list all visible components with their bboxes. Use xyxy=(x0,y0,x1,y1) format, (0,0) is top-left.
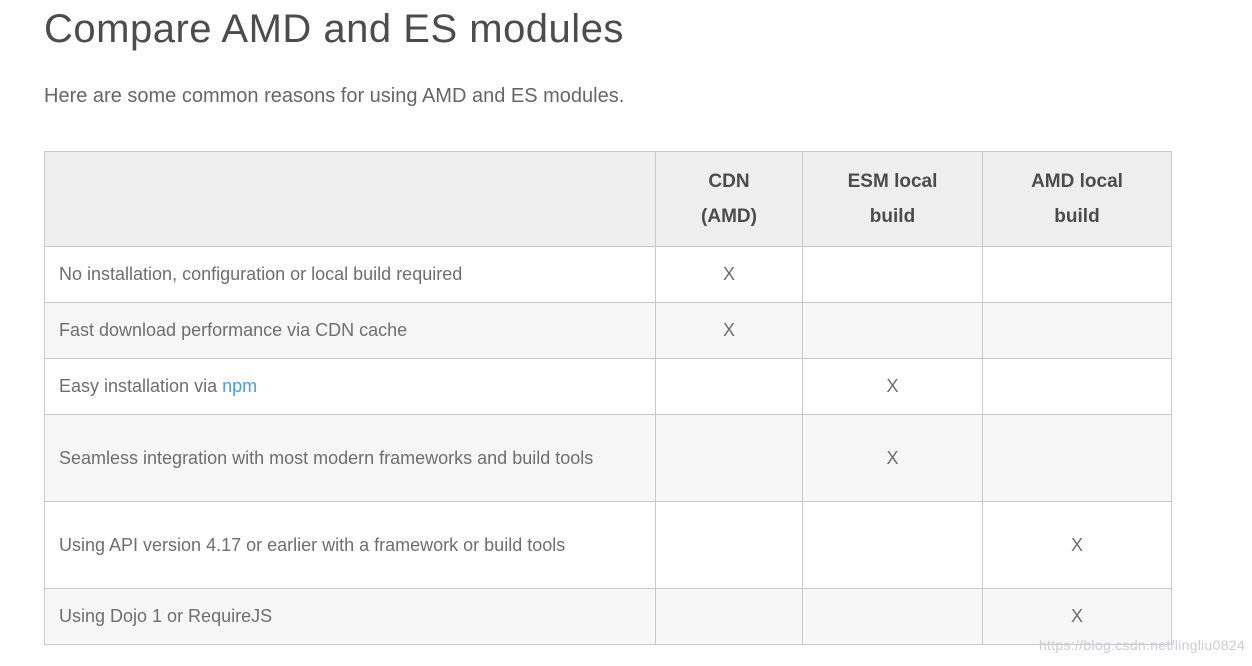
cdn-mark-cell xyxy=(655,501,803,589)
npm-link[interactable]: npm xyxy=(222,376,258,396)
column-header-cdn-amd: CDN (AMD) xyxy=(655,151,803,247)
feature-cell: Fast download performance via CDN cache xyxy=(44,302,656,359)
amd-mark-cell xyxy=(982,358,1172,415)
csdn-watermark: https://blog.csdn.net/lingliu0824 xyxy=(1038,637,1245,653)
feature-cell: Seamless integration with most modern fr… xyxy=(44,414,656,502)
column-header-amd-local-build: AMD local build xyxy=(982,151,1172,247)
feature-text: Easy installation via xyxy=(59,376,223,396)
table-row: Using API version 4.17 or earlier with a… xyxy=(44,501,1172,589)
table-row: Fast download performance via CDN cache … xyxy=(44,302,1172,359)
page-subtitle: Here are some common reasons for using A… xyxy=(44,85,625,107)
cdn-mark-cell: X xyxy=(655,302,803,359)
cdn-mark-cell xyxy=(655,358,803,415)
page-title: Compare AMD and ES modules xyxy=(44,7,624,51)
esm-mark-cell xyxy=(802,501,983,589)
table-row: No installation, configuration or local … xyxy=(44,246,1172,303)
cdn-mark-cell xyxy=(655,414,803,502)
amd-mark-cell xyxy=(982,414,1172,502)
table-body: No installation, configuration or local … xyxy=(44,246,1172,645)
table-row: Seamless integration with most modern fr… xyxy=(44,414,1172,502)
table-header: CDN (AMD) ESM local build AMD local buil… xyxy=(44,151,1172,247)
feature-cell: Using Dojo 1 or RequireJS xyxy=(44,588,656,645)
esm-mark-cell: X xyxy=(802,414,983,502)
column-header-feature xyxy=(44,151,656,247)
cdn-mark-cell: X xyxy=(655,246,803,303)
comparison-table: CDN (AMD) ESM local build AMD local buil… xyxy=(44,151,1172,645)
esm-mark-cell xyxy=(802,588,983,645)
esm-mark-cell xyxy=(802,302,983,359)
amd-mark-cell: X xyxy=(982,501,1172,589)
cdn-mark-cell xyxy=(655,588,803,645)
esm-mark-cell: X xyxy=(802,358,983,415)
feature-cell: Easy installation via npm xyxy=(44,358,656,415)
amd-mark-cell xyxy=(982,302,1172,359)
feature-cell: Using API version 4.17 or earlier with a… xyxy=(44,501,656,589)
amd-mark-cell xyxy=(982,246,1172,303)
header-row: CDN (AMD) ESM local build AMD local buil… xyxy=(44,151,1172,247)
amd-mark-cell: X xyxy=(982,588,1172,645)
feature-cell: No installation, configuration or local … xyxy=(44,246,656,303)
table-row: Easy installation via npm X xyxy=(44,358,1172,415)
esm-mark-cell xyxy=(802,246,983,303)
table-row: Using Dojo 1 or RequireJS X xyxy=(44,588,1172,645)
column-header-esm-local-build: ESM local build xyxy=(802,151,983,247)
